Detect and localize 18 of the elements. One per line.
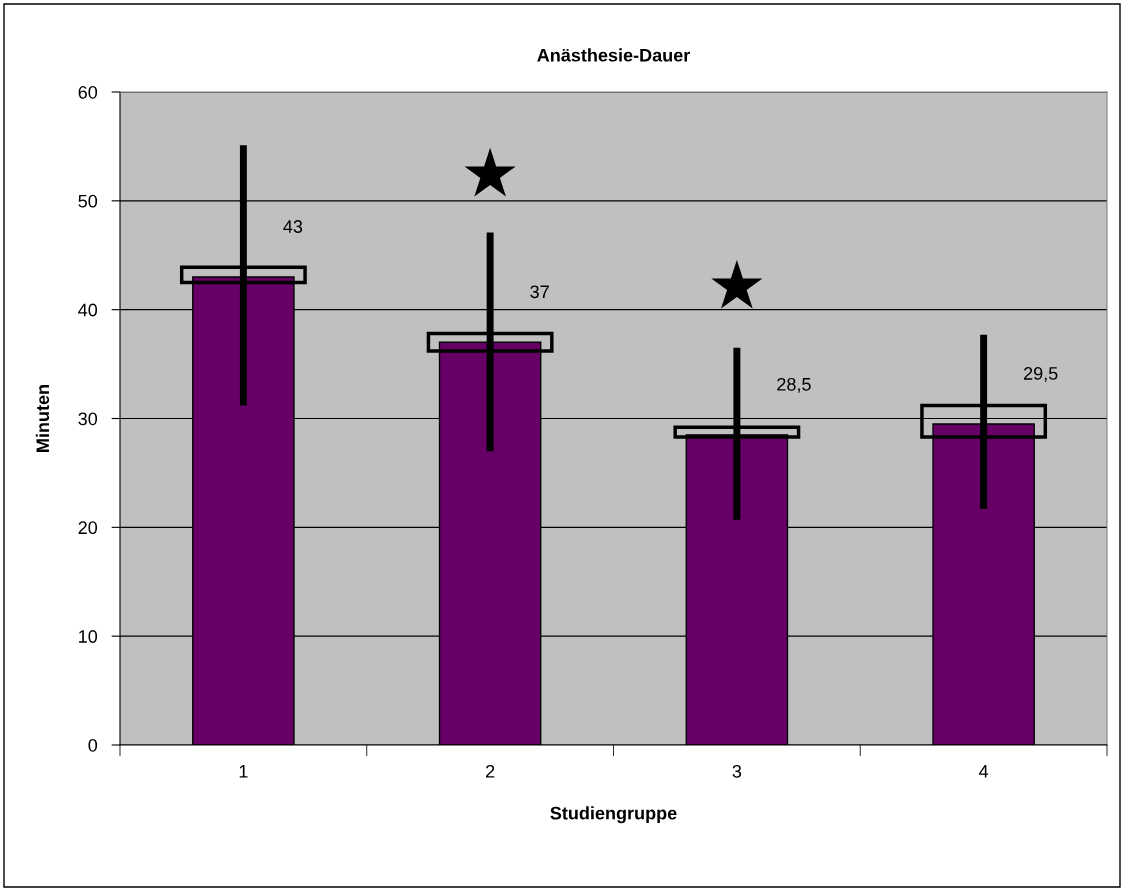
data-label: 29,5 [1024, 367, 1058, 382]
y-tick-label: 40 [78, 303, 98, 317]
y-tick-label: 60 [78, 85, 98, 99]
data-label: 28,5 [777, 377, 811, 393]
x-tick-label: 3 [732, 764, 742, 778]
y-tick-label: 10 [79, 630, 98, 643]
x-tick-label: 1 [239, 765, 248, 778]
x-tick-label: 4 [979, 765, 989, 778]
x-tick-label: 2 [486, 764, 495, 778]
y-axis-title: Minuten [35, 385, 50, 452]
y-tick-label: 20 [78, 521, 98, 535]
y-tick-label: 0 [88, 738, 98, 752]
y-tick-label: 50 [78, 194, 98, 208]
data-label: 37 [530, 285, 549, 299]
y-tick-label: 30 [78, 412, 98, 426]
data-label: 43 [283, 220, 303, 233]
chart-title: Anästhesie-Dauer [537, 48, 690, 62]
x-axis-title: Studiengruppe [550, 806, 677, 824]
